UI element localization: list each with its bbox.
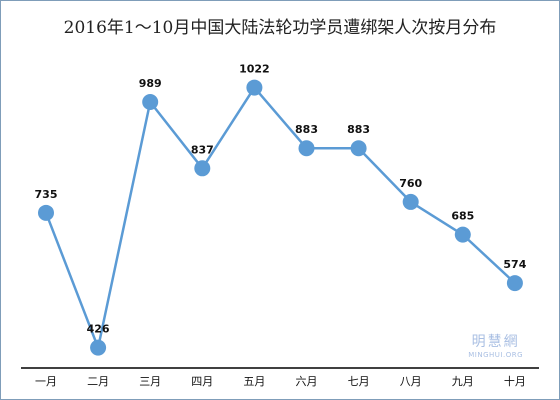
x-tick-label-5: 五月 bbox=[243, 375, 265, 388]
data-point-9 bbox=[454, 226, 471, 243]
x-tick-label-3: 三月 bbox=[139, 375, 161, 388]
chart-title: 2016年1～10月中国大陆法轮功学员遭绑架人次按月分布 bbox=[63, 18, 497, 38]
data-point-10 bbox=[506, 275, 523, 292]
x-tick-label-6: 六月 bbox=[296, 375, 318, 388]
data-point-4 bbox=[194, 160, 211, 177]
watermark-url-text: MINGHUI.ORG bbox=[468, 351, 523, 359]
x-tick-label-9: 九月 bbox=[452, 375, 474, 388]
data-label-4: 837 bbox=[191, 143, 214, 156]
data-label-2: 426 bbox=[87, 323, 110, 336]
series-line bbox=[44, 86, 516, 349]
data-label-10: 574 bbox=[503, 258, 526, 271]
data-point-6 bbox=[298, 140, 315, 157]
data-label-9: 685 bbox=[451, 210, 474, 223]
x-tick-label-10: 十月 bbox=[504, 374, 526, 388]
data-point-7 bbox=[350, 140, 367, 157]
data-point-5 bbox=[246, 79, 263, 96]
x-tick-label-1: 一月 bbox=[35, 375, 57, 388]
x-tick-label-4: 四月 bbox=[191, 375, 213, 388]
data-label-8: 760 bbox=[399, 177, 422, 190]
data-label-5: 1022 bbox=[239, 63, 270, 76]
x-tick-label-7: 七月 bbox=[348, 375, 370, 388]
data-label-7: 883 bbox=[347, 123, 370, 136]
x-tick-label-2: 二月 bbox=[87, 375, 109, 388]
data-point-8 bbox=[402, 193, 419, 210]
data-point-2 bbox=[90, 339, 107, 356]
x-tick-label-8: 八月 bbox=[400, 375, 422, 388]
data-label-3: 989 bbox=[139, 77, 162, 90]
data-point-1 bbox=[38, 204, 54, 221]
watermark-logo-text: 明慧網 bbox=[471, 334, 520, 350]
data-point-3 bbox=[142, 93, 159, 110]
watermark-logo: 明慧網 MINGHUI.ORG bbox=[468, 331, 523, 359]
data-label-1: 735 bbox=[35, 188, 58, 201]
data-label-6: 883 bbox=[295, 123, 318, 136]
